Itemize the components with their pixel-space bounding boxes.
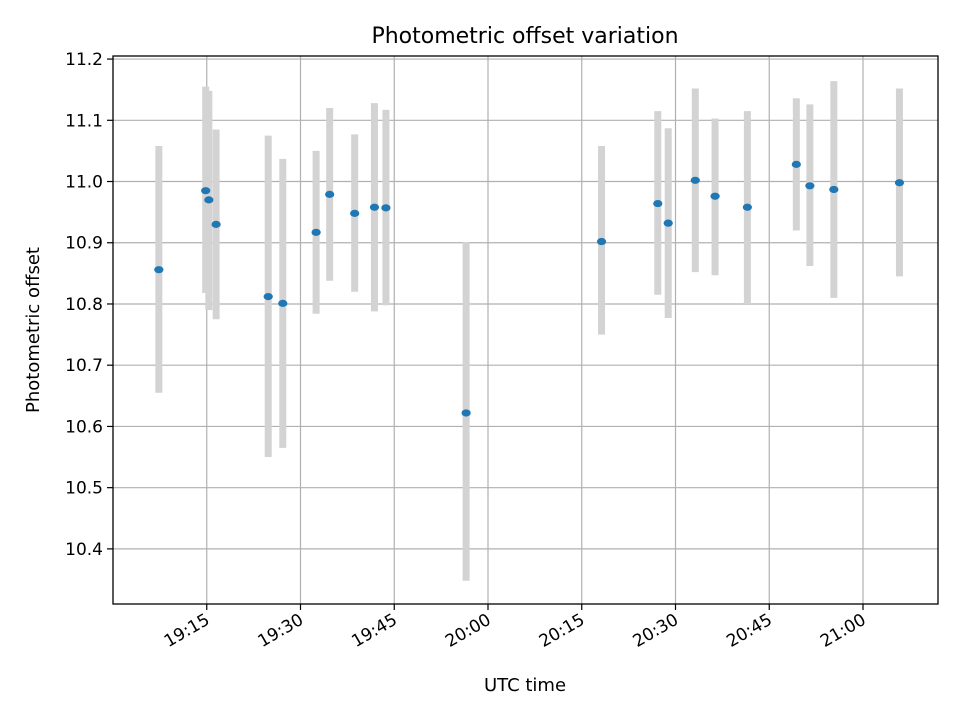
data-point [381, 204, 391, 212]
data-point [710, 192, 720, 200]
data-point [805, 182, 815, 190]
y-tick-label: 10.4 [65, 540, 103, 560]
y-tick-label: 10.5 [65, 479, 103, 499]
chart-title: Photometric offset variation [371, 24, 678, 49]
y-axis-label: Photometric offset [23, 247, 44, 413]
data-point [201, 187, 211, 195]
data-point [154, 266, 164, 274]
x-axis-label: UTC time [484, 675, 566, 696]
data-point [894, 179, 905, 187]
data-point [596, 237, 607, 246]
data-point [311, 228, 321, 236]
y-axis-ticks: 10.4 10.5 10.6 10.7 10.8 10.9 11.0 11.1 11.2 [65, 50, 113, 560]
y-tick-label: 10.8 [65, 295, 103, 315]
data-points [154, 160, 905, 417]
data-point [350, 209, 360, 217]
data-point [263, 293, 273, 301]
data-point [325, 190, 335, 198]
data-point [791, 160, 801, 168]
data-point [211, 220, 221, 228]
data-point [663, 219, 673, 227]
y-tick-label: 10.7 [65, 356, 103, 376]
data-point [742, 203, 752, 211]
y-tick-label: 11.1 [65, 111, 103, 131]
data-point [204, 196, 214, 204]
data-point [461, 409, 471, 417]
y-tick-label: 10.9 [65, 234, 103, 254]
grid-lines [113, 56, 938, 604]
data-point [278, 299, 288, 307]
y-tick-label: 10.6 [65, 417, 103, 437]
data-point [690, 176, 700, 184]
y-tick-label: 11.2 [65, 50, 103, 70]
plot-frame [112, 55, 939, 605]
data-point [369, 203, 380, 211]
data-point [653, 199, 663, 208]
data-point [829, 185, 839, 194]
y-tick-label: 11.0 [65, 173, 103, 193]
